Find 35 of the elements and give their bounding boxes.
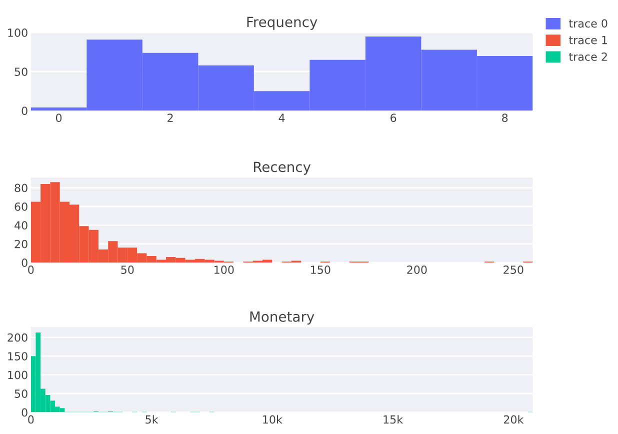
x-tick-label: 10k [263,415,282,424]
y-tick-label: 0 [22,106,28,116]
x-tick-label: 8 [502,114,508,122]
y-tick-label: 40 [14,221,28,230]
x-tick-label: 50 [121,266,134,274]
x-tick-label: 100 [214,266,234,274]
x-tick-label: 0 [56,114,62,122]
y-tick-label: 200 [8,333,28,342]
y-tick-label: 0 [22,258,28,267]
x-tick-label: 20k [504,415,524,424]
y-tick-label: 20 [14,240,28,248]
chart-title: Recency [254,162,311,175]
y-tick-label: 80 [14,184,28,192]
x-tick-label: 15k [384,415,404,424]
y-tick-label: 50 [14,68,28,76]
y-tick-label: 50 [14,390,28,398]
x-tick-label: 250 [504,266,524,274]
x-tick-label: 6 [390,114,396,122]
x-tick-label: 0 [28,415,34,424]
y-tick-label: 150 [8,352,28,360]
y-tick-label: 100 [8,28,28,37]
legend-label: trace 0 [569,19,608,28]
y-tick-label: 60 [14,202,28,211]
x-tick-label: 2 [168,114,173,122]
y-tick-label: 0 [22,408,28,417]
chart-title: Frequency [247,16,318,30]
x-tick-label: 5k [146,415,158,424]
legend-label: trace 1 [569,36,607,44]
x-tick-label: 4 [278,114,285,122]
legend-label: trace 2 [569,52,607,61]
y-tick-label: 100 [8,370,28,380]
x-tick-label: 0 [28,266,34,274]
chart-title: Monetary [250,312,314,325]
x-tick-label: 150 [311,266,330,274]
x-tick-label: 200 [407,266,427,274]
